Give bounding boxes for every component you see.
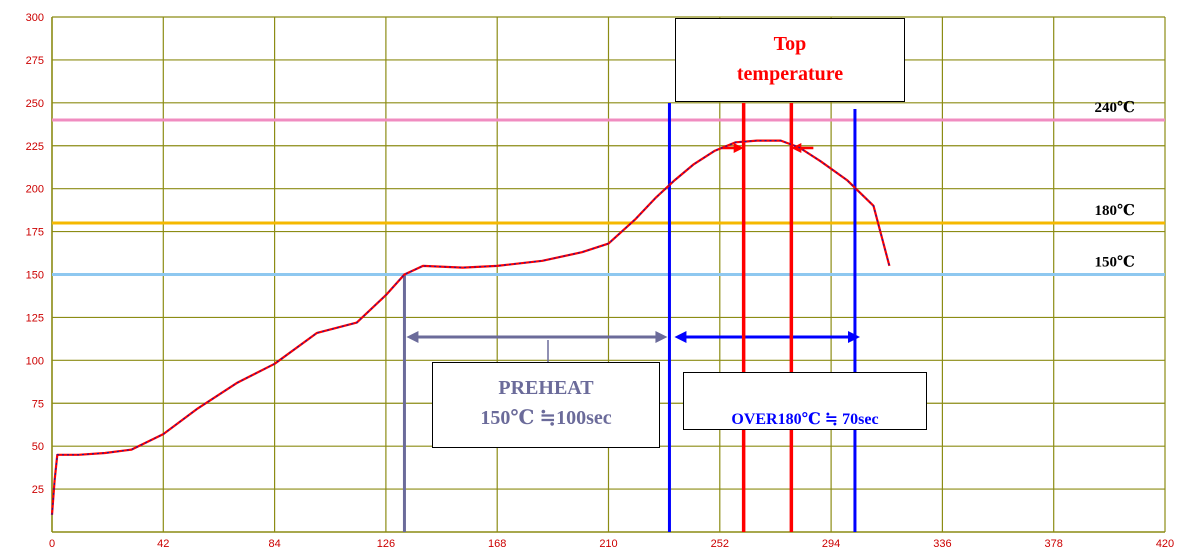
y-tick-label-1: 50	[32, 441, 44, 453]
series-dots-0	[51, 140, 890, 515]
x-tick-label-0: 0	[49, 538, 55, 550]
x-tick-label-6: 252	[711, 538, 729, 550]
y-tick-label-4: 125	[26, 312, 44, 324]
over180-arrow-head-right	[848, 331, 860, 343]
over180-annotation-text: OVER180℃ ≒ 70sec	[731, 411, 879, 428]
preheat-arrow-head-right	[655, 331, 668, 343]
top-temperature-annotation: Top temperature	[675, 18, 905, 102]
tick-labels: 0 42 84 126 168 210 252 294 336 378 420 25 50 75 100 12…	[26, 12, 1175, 550]
y-tick-label-6: 175	[26, 227, 44, 239]
x-tick-label-10: 420	[1156, 538, 1174, 550]
x-tick-label-9: 378	[1045, 538, 1063, 550]
x-tick-label-8: 336	[933, 538, 951, 550]
reference-lines: 240℃ 180℃ 150℃	[52, 100, 1165, 276]
preheat-annotation-line1: PREHEAT	[498, 377, 594, 399]
temperature-curves	[50, 139, 891, 515]
preheat-annotation: PREHEAT 150℃ ≒100sec	[432, 362, 660, 448]
over180-arrow-head-left	[674, 331, 687, 343]
y-tick-label-5: 150	[26, 270, 44, 282]
x-tick-label-2: 84	[268, 538, 280, 550]
y-tick-label-0: 25	[32, 484, 44, 496]
x-tick-label-5: 210	[599, 538, 617, 550]
preheat-annotation-line2: 150℃ ≒100sec	[480, 407, 612, 429]
peak-arrow-left-head	[733, 143, 744, 153]
preheat-arrow-head-left	[406, 331, 419, 343]
reference-label-2: 150℃	[1095, 255, 1136, 271]
y-tick-label-9: 250	[26, 98, 44, 110]
x-tick-label-3: 126	[377, 538, 395, 550]
x-tick-label-7: 294	[822, 538, 840, 550]
range-markers	[402, 103, 860, 532]
series-line-0	[50, 139, 891, 515]
y-tick-label-7: 200	[26, 184, 44, 196]
y-tick-label-11: 300	[26, 12, 44, 24]
y-tick-label-10: 275	[26, 55, 44, 67]
reference-label-0: 240℃	[1095, 100, 1136, 116]
x-tick-label-1: 42	[157, 538, 169, 550]
y-tick-label-8: 225	[26, 141, 44, 153]
top-annotation-line2: temperature	[736, 63, 844, 85]
top-annotation-line1: Top	[773, 33, 807, 55]
over180-annotation: OVER180℃ ≒ 70sec	[683, 372, 927, 430]
reference-label-1: 180℃	[1095, 203, 1136, 219]
peak-arrow-right-head	[791, 143, 802, 153]
y-tick-label-3: 100	[26, 355, 44, 367]
y-tick-label-2: 75	[32, 398, 44, 410]
x-tick-label-4: 168	[488, 538, 506, 550]
